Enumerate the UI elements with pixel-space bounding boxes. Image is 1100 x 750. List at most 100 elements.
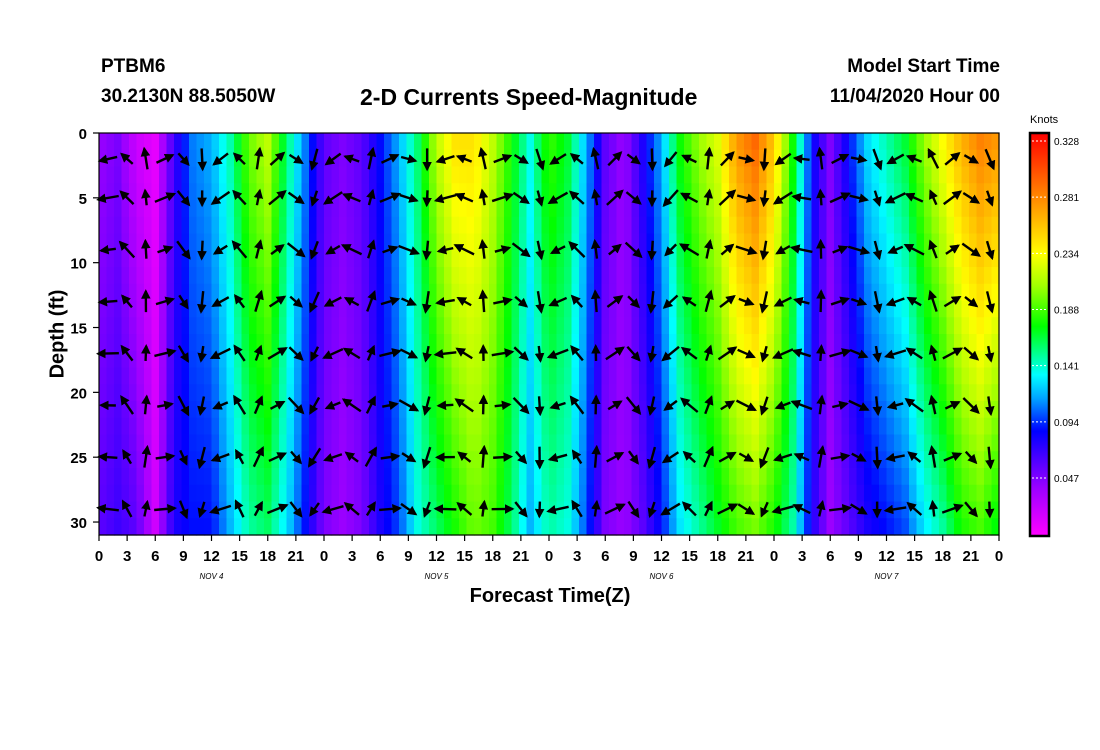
heatmap-cell [204,451,213,469]
heatmap-cell [804,518,813,536]
current-arrow [625,191,642,205]
heatmap-cell [654,200,663,218]
heatmap-cell [114,317,123,335]
heatmap-cell [961,484,970,503]
heatmap-cell [639,518,648,536]
heatmap-cell [609,434,618,452]
heatmap-cell [226,216,235,235]
heatmap-cell [99,166,108,184]
current-arrow [703,445,714,468]
heatmap-cell [661,216,670,235]
heatmap-cell [129,401,138,419]
heatmap-cell [466,149,475,168]
heatmap-cell [309,518,318,536]
heatmap-cell [421,434,430,452]
heatmap-cell [639,166,648,184]
heatmap-cell [459,250,468,268]
current-arrow [310,190,320,207]
current-arrow [494,245,512,255]
current-arrow [253,188,264,206]
heatmap-cell [954,501,963,519]
heatmap-cell [451,434,460,452]
heatmap-cell [804,300,813,318]
heatmap-cell [271,183,280,201]
heatmap-cell [916,518,925,536]
heatmap-cell [804,334,813,352]
current-arrow [884,192,906,204]
heatmap-cell [219,300,228,318]
heatmap-cell [759,133,768,151]
heatmap-cell [826,216,835,235]
heatmap-cell [961,367,970,385]
heatmap-cell [781,216,790,235]
heatmap-cell [339,468,348,486]
heatmap-cell [264,367,273,385]
heatmap-cell [841,267,850,285]
heatmap-cell [174,317,183,335]
heatmap-cell [879,200,888,218]
heatmap-cell [841,183,850,201]
current-arrow [872,148,883,171]
heatmap-cell [669,367,678,385]
heatmap-cell [969,384,978,402]
heatmap-cell [849,384,858,402]
heatmap-cell [189,334,198,352]
heatmap-cell [594,367,603,385]
heatmap-cell [706,451,715,469]
heatmap-cell [466,183,475,201]
current-arrow [324,400,341,410]
heatmap-cell [796,484,805,503]
heatmap-cell [549,518,558,536]
heatmap-cell [556,518,565,536]
heatmap-cell [159,267,168,285]
heatmap-cell [699,149,708,168]
heatmap-cell [376,350,385,369]
heatmap-cell [106,300,115,318]
heatmap-cell [759,468,768,486]
heatmap-cell [526,216,535,235]
heatmap-cell [729,518,738,536]
heatmap-cell [324,267,333,285]
heatmap-cell [474,283,483,302]
heatmap-cell [894,367,903,385]
heatmap-cell [826,200,835,218]
heatmap-cell [226,283,235,302]
heatmap-cell [849,501,858,519]
heatmap-cell [519,133,528,151]
heatmap-cell [789,183,798,201]
x-tick-label: 9 [854,548,862,565]
heatmap-cell [286,149,295,168]
current-arrow [941,503,964,514]
heatmap-cell [174,484,183,503]
heatmap-cell [624,401,633,419]
heatmap-cell [346,350,355,369]
current-arrow [141,188,151,206]
heatmap-cell [901,451,910,469]
heatmap-cell [391,334,400,352]
current-arrow [254,146,264,170]
heatmap-cell [421,283,430,302]
x-tick-label: 0 [770,548,778,565]
heatmap-cell [391,250,400,268]
heatmap-cell [444,283,453,302]
heatmap-cell [159,518,168,536]
heatmap-cell [436,149,445,168]
heatmap-cell [106,133,115,151]
heatmap-cell [339,133,348,151]
heatmap-cell [391,451,400,469]
heatmap-cell [436,267,445,285]
heatmap-cell [646,484,655,503]
current-arrow [816,444,827,468]
heatmap-cell [459,317,468,335]
heatmap-cell [534,384,543,402]
heatmap-cell [721,216,730,235]
current-arrow [985,396,995,417]
heatmap-cell [691,183,700,201]
current-arrow [759,396,769,416]
current-arrow [984,345,995,363]
heatmap-cell [121,451,130,469]
heatmap-cell [571,367,580,385]
current-arrow [254,239,264,259]
current-arrow [286,242,306,258]
heatmap-cell [766,350,775,369]
